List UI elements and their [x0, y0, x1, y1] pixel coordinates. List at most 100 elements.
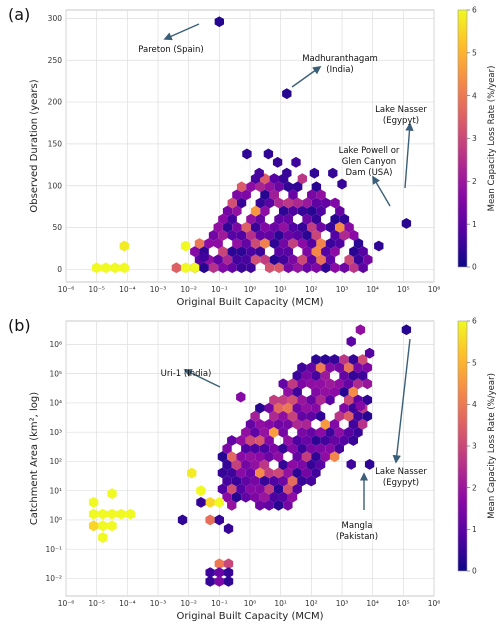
hexbin-cell — [264, 499, 274, 511]
annotation-label: Madhuranthagam — [302, 54, 378, 64]
hexbin-cell — [218, 262, 228, 274]
hexbin-cell — [218, 229, 228, 241]
hexbin-cell — [330, 262, 340, 274]
hexbin-cell — [180, 240, 191, 252]
x-tick-label: 10⁴ — [366, 599, 379, 608]
hexbin-cell — [301, 418, 312, 430]
hexbin-cell — [297, 459, 307, 471]
hexbin-cell — [301, 467, 312, 479]
hexbin-cell — [101, 262, 111, 274]
hexbin-cell — [255, 229, 265, 241]
hexbin-cell — [241, 189, 251, 201]
hexbin-cell — [334, 362, 344, 374]
hexbin-cell — [250, 475, 260, 487]
hexbin-cell — [250, 221, 261, 233]
hexbin-cell — [245, 483, 256, 495]
hexbin-cell — [316, 238, 326, 249]
hexbin-cell — [273, 483, 284, 495]
hexbin-cell — [282, 88, 292, 100]
hexbin-cell — [274, 181, 284, 193]
hexbin-cell — [311, 354, 321, 365]
hexbin-cell — [222, 205, 233, 217]
hexbin-cell — [205, 514, 215, 526]
hexbin-cell — [283, 386, 293, 398]
hexbin-cell — [346, 336, 356, 347]
hexbin-cell — [283, 213, 294, 225]
y-tick-label: 10⁴ — [49, 399, 62, 408]
hexbin-cell — [241, 221, 251, 233]
hexbin-cell — [292, 451, 302, 463]
hexbin-cell — [107, 488, 117, 500]
hexbin-cell — [283, 483, 293, 495]
hexbin-cell — [292, 435, 302, 446]
hexbin-cell — [288, 254, 298, 266]
hexbin-cell — [274, 262, 284, 274]
y-tick-label: 50 — [52, 223, 62, 232]
hexbin-cell — [334, 443, 344, 455]
hexbin-cell — [315, 459, 326, 471]
hexbin-cell — [349, 229, 359, 241]
colorbar-tick-label: 6 — [472, 6, 477, 15]
hexbin-cell — [222, 475, 232, 487]
hexbin-cell — [241, 459, 251, 471]
hexbin-cell — [362, 362, 373, 374]
hexbin-cell — [269, 189, 279, 201]
hexbin-cell — [316, 205, 326, 217]
annotation-label: Lake Nasser — [375, 467, 427, 477]
hexbin-cell — [259, 459, 270, 471]
hexbin-cell — [213, 221, 223, 233]
hexbin-cell — [227, 451, 237, 463]
hexbin-cell — [214, 16, 225, 28]
hexbin-cell — [255, 181, 265, 193]
hexbin-cell — [348, 386, 359, 398]
hexbin-cell — [236, 229, 247, 241]
hexbin-cell — [119, 240, 129, 252]
hexbin-cell — [307, 254, 317, 266]
hexbin-cell — [205, 575, 215, 587]
hexbin-cell — [273, 418, 284, 430]
hexbin-cell — [278, 491, 288, 503]
hexbin-cell — [297, 173, 308, 185]
hexbin-cell — [264, 262, 275, 274]
y-tick-label: 10⁻² — [45, 574, 62, 583]
annotation-label: Dam (USA) — [346, 168, 393, 178]
hexbin-cell — [297, 221, 308, 233]
panel-a-chart: 10⁻⁶ 10⁻⁵ 10⁻⁴ 10⁻³ 10⁻² 10⁻¹ 10⁰ 10¹ 10² 10³ 10⁴ 1… — [8, 5, 497, 308]
hexbin-cell — [335, 238, 345, 249]
hexbin-cell — [301, 435, 312, 446]
hexbin-cell — [329, 435, 340, 446]
hexbin-cell — [217, 467, 228, 479]
hexbin-cell — [273, 499, 284, 511]
hexbin-cell — [306, 459, 316, 471]
hexbin-cell — [320, 354, 330, 365]
hexbin-cell — [236, 246, 247, 257]
hexbin-cell — [321, 197, 331, 209]
hexbin-cell — [273, 402, 284, 414]
hexbin-cell — [274, 213, 284, 225]
hexbin-cell — [214, 514, 225, 526]
hexbin-cell — [358, 370, 368, 382]
hexbin-cell — [339, 435, 349, 446]
hexbin-cell — [301, 402, 312, 414]
y-axis-label: Catchment Area (km², log) — [29, 392, 40, 525]
hexbin-cell — [246, 246, 256, 257]
hexbin-cell — [269, 394, 279, 406]
hexbin-cell — [269, 475, 279, 487]
hexbin-cell — [306, 362, 316, 374]
hexbin-cell — [264, 418, 274, 430]
hexbin-cell — [288, 205, 298, 217]
hexbin-cell — [255, 418, 265, 430]
hexbin-cell — [283, 246, 294, 257]
hexbin-cell — [218, 246, 228, 257]
hexbin-cell — [311, 197, 322, 209]
hexbin-cell — [214, 575, 225, 587]
hexbin-cell — [273, 467, 284, 479]
x-tick-label: 10⁻⁴ — [119, 599, 136, 608]
hexbin-cell — [241, 475, 251, 487]
hexbin-cell — [283, 435, 293, 446]
hexbin-cell — [344, 221, 354, 233]
x-tick-label: 10⁻⁶ — [58, 285, 75, 294]
colorbar-tick-label: 1 — [472, 220, 477, 229]
x-tick-label: 10⁻⁵ — [88, 599, 105, 608]
colorbar — [457, 320, 468, 572]
